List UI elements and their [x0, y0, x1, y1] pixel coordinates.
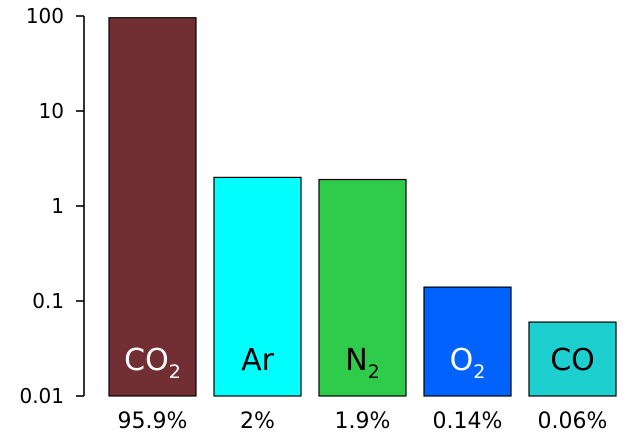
bar: [423, 286, 512, 397]
bar-label-main: O: [450, 343, 474, 378]
bar-label-main: Ar: [241, 343, 275, 378]
bar-label-main: CO: [550, 343, 595, 378]
bar: [318, 178, 407, 397]
bar: [528, 321, 617, 397]
percentage-label: 0.14%: [433, 409, 503, 434]
bar-group: N2: [318, 178, 407, 397]
percentage-labels: 95.9% 2% 1.9% 0.14% 0.06%: [118, 409, 608, 434]
bar-label-main: CO: [124, 343, 169, 378]
bar-label: CO: [550, 343, 595, 378]
bar-label-main: N: [345, 343, 367, 378]
y-tick-label: 0.1: [32, 289, 64, 313]
y-tick-label: 10: [39, 99, 64, 123]
percentage-label: 0.06%: [538, 409, 608, 434]
bar-group: Ar: [213, 176, 302, 397]
bar-label: Ar: [241, 343, 275, 378]
bar-group: CO: [528, 321, 617, 397]
bar-label-subscript: 2: [169, 361, 181, 383]
bar-label: O2: [450, 343, 486, 383]
bar: [108, 17, 197, 397]
bars: CO2 Ar N2 O2 CO: [108, 17, 617, 397]
bar-label: CO2: [124, 343, 181, 383]
percentage-label: 2%: [240, 409, 275, 434]
bar-group: CO2: [108, 17, 197, 397]
bar-group: O2: [423, 286, 512, 397]
y-tick-label: 100: [26, 4, 64, 28]
percentage-label: 1.9%: [335, 409, 391, 434]
y-tick-label: 1: [51, 194, 64, 218]
bar-label: N2: [345, 343, 380, 383]
bar: [213, 176, 302, 397]
bar-label-subscript: 2: [368, 361, 380, 383]
bar-label-subscript: 2: [473, 361, 485, 383]
y-tick-label: 0.01: [19, 384, 64, 408]
y-axis: 100 10 1 0.1 0.01: [19, 4, 85, 408]
percentage-label: 95.9%: [118, 409, 188, 434]
